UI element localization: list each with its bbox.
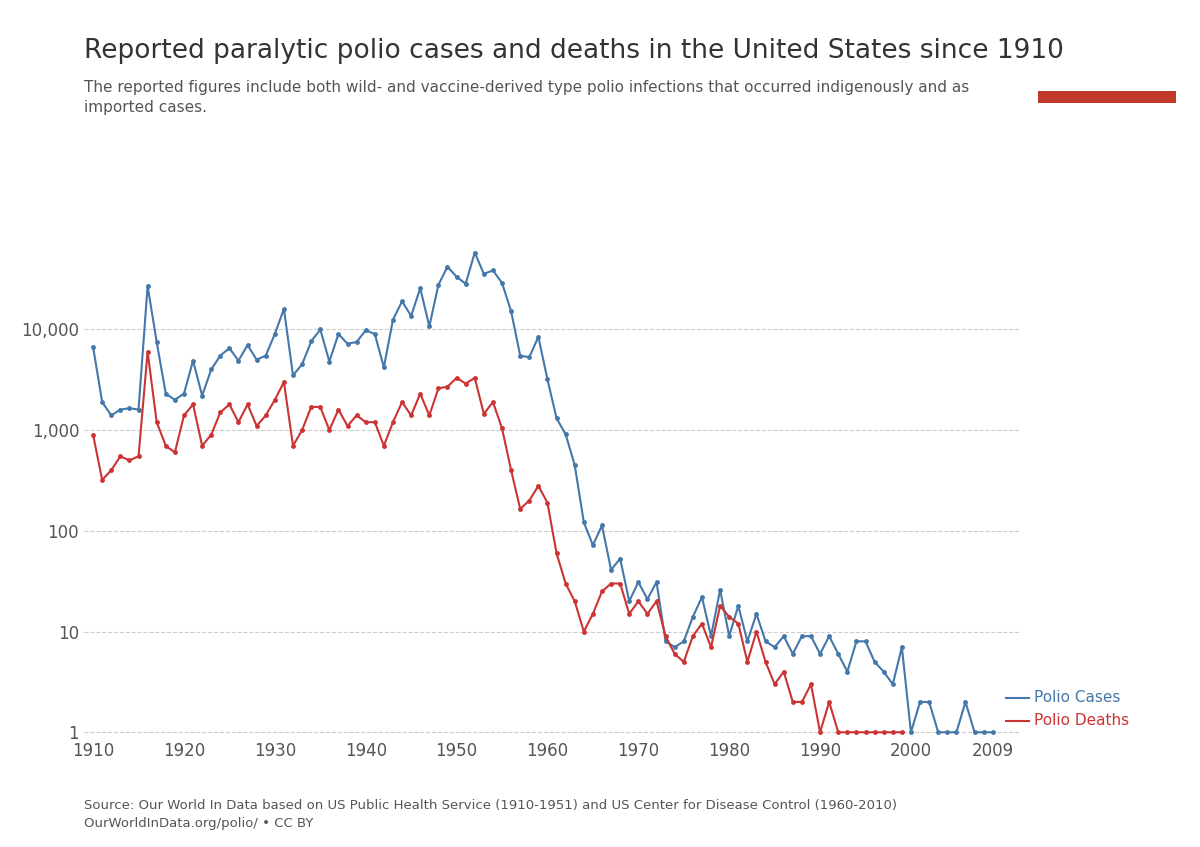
Text: Polio Deaths: Polio Deaths: [1033, 713, 1129, 728]
Text: Source: Our World In Data based on US Public Health Service (1910-1951) and US C: Source: Our World In Data based on US Pu…: [84, 799, 898, 830]
Text: Our World: Our World: [1069, 39, 1145, 52]
Text: Polio Cases: Polio Cases: [1033, 690, 1120, 706]
Text: in Data: in Data: [1080, 63, 1134, 76]
Text: The reported figures include both wild- and vaccine-derived type polio infection: The reported figures include both wild- …: [84, 80, 970, 115]
Bar: [1038, 91, 1176, 103]
Text: Reported paralytic polio cases and deaths in the United States since 1910: Reported paralytic polio cases and death…: [84, 38, 1064, 64]
